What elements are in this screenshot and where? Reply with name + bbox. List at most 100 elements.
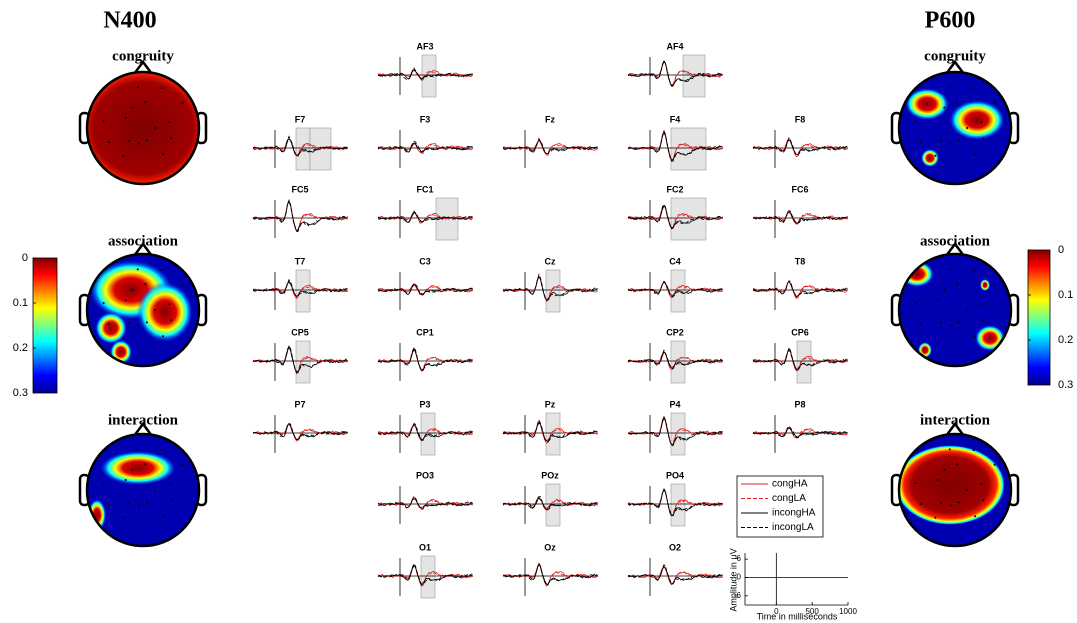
electrode-label: PO4 <box>666 470 684 480</box>
colorbar-label: 0.3 <box>13 387 28 399</box>
sensor <box>181 283 184 286</box>
electrode-label: O2 <box>669 542 681 552</box>
electrode-label: FC5 <box>291 184 308 194</box>
waveform <box>627 488 723 517</box>
sensor <box>980 483 983 486</box>
sensor <box>974 335 977 338</box>
sensor <box>948 448 951 451</box>
sensor <box>943 468 946 471</box>
waveform <box>752 210 848 225</box>
sensor <box>124 478 127 481</box>
waveform <box>377 143 473 153</box>
waveform <box>252 423 348 441</box>
electrode-label: Pz <box>545 399 556 409</box>
topomap-title: congruity <box>112 48 174 64</box>
sensor <box>948 268 951 271</box>
sensor <box>980 303 983 306</box>
sensor <box>972 449 975 452</box>
sensor <box>131 106 134 109</box>
sensor <box>162 515 165 518</box>
waveform <box>752 136 848 156</box>
topomap-blob <box>905 88 949 120</box>
sensor <box>919 323 922 326</box>
waveform <box>752 425 848 439</box>
sensor <box>993 463 996 466</box>
topomap <box>899 254 1011 366</box>
sensor <box>137 324 140 327</box>
waveform <box>502 420 598 443</box>
sensor <box>982 319 985 322</box>
sensor <box>181 463 184 466</box>
sensor <box>127 321 130 324</box>
waveform <box>377 346 473 372</box>
topomap-title: interaction <box>920 412 991 428</box>
sensor <box>934 336 937 339</box>
y-tick-label: 0 <box>737 573 742 582</box>
waveform <box>377 422 473 441</box>
head-outline <box>85 70 201 186</box>
sensor <box>936 116 939 119</box>
waveform <box>627 204 723 230</box>
time-window <box>670 412 686 456</box>
waveform <box>752 280 848 299</box>
topomap-blob <box>899 445 1005 525</box>
waveform <box>752 426 848 438</box>
sensor <box>974 153 977 156</box>
waveform <box>502 497 598 511</box>
sensor <box>939 321 942 324</box>
sensor <box>939 501 942 504</box>
electrode-label: Oz <box>544 542 556 552</box>
sensor <box>956 283 959 286</box>
sensor <box>966 127 968 129</box>
waveform <box>752 347 848 371</box>
waveform <box>752 349 848 371</box>
sensor <box>914 302 917 305</box>
waveform <box>377 212 473 223</box>
waveform <box>252 138 348 157</box>
electrode-label: P8 <box>794 399 805 409</box>
sensor <box>127 501 130 504</box>
sensor <box>943 288 946 291</box>
waveform <box>628 61 723 87</box>
sensor <box>993 101 996 104</box>
waveform <box>627 564 723 585</box>
sensor <box>136 268 139 271</box>
sensor <box>162 153 165 156</box>
electrode-label: FC6 <box>791 184 808 194</box>
colorbar-label: 0.2 <box>1058 334 1073 346</box>
sensor <box>949 324 952 327</box>
waveform <box>252 199 348 232</box>
sensor <box>145 321 148 324</box>
legend-label: incongHA <box>772 508 816 519</box>
sensor <box>181 101 184 104</box>
time-window <box>670 483 686 527</box>
sensor <box>914 482 917 485</box>
sensor <box>949 142 952 145</box>
sensor <box>939 139 942 142</box>
sensor <box>122 336 125 339</box>
sensor <box>102 120 105 123</box>
electrode-label: CP6 <box>791 327 809 337</box>
electrode-label: F7 <box>295 114 306 124</box>
waveform <box>752 281 848 298</box>
waveform <box>377 562 473 585</box>
head-outline <box>897 432 1013 548</box>
time-window <box>420 555 436 599</box>
topomap <box>899 72 1011 184</box>
sensor <box>936 298 939 301</box>
waveform <box>752 138 848 155</box>
sensor <box>168 303 171 306</box>
x-tick-label: 500 <box>805 607 819 616</box>
electrode-label: C3 <box>419 256 431 266</box>
content: congruity association interaction congruity… <box>13 41 1074 621</box>
waveform <box>627 203 723 229</box>
electrode-label: PO3 <box>416 470 434 480</box>
waveform <box>628 130 723 161</box>
sensor <box>957 139 960 142</box>
sensor <box>137 504 140 507</box>
sensor <box>107 323 110 326</box>
topomap <box>87 254 199 366</box>
waveform <box>252 422 348 440</box>
topomap-blob <box>921 149 939 167</box>
